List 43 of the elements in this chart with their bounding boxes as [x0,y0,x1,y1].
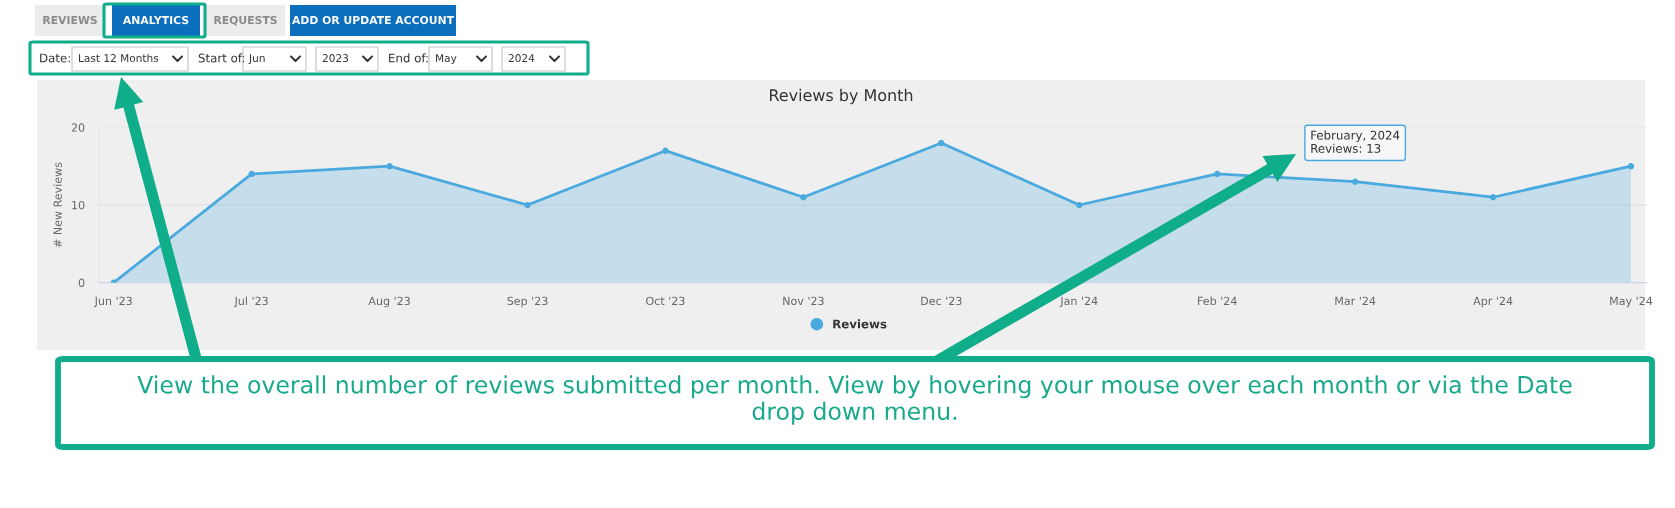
x-tick-label: Mar '24 [1335,296,1376,306]
text: End of: [389,53,428,63]
point [1214,170,1221,178]
y-tick-label: 20 [71,123,85,132]
x-tick-label: Feb '24 [1198,296,1237,306]
text: 2024 [508,54,535,63]
x-tick-label: Aug '23 [368,296,410,308]
point [386,163,393,170]
point [1627,163,1635,170]
chart-title: Reviews by Month [770,88,913,105]
legend-label: Reviews [833,319,887,329]
annotation: February, 2024 Reviews: 13 [1311,130,1400,153]
y-tick-label: 10 [72,200,85,210]
text: Last 12 Months [79,53,159,63]
y-axis-title: # New Reviews [53,162,62,248]
x-tick-label: Jul '23 [234,296,268,308]
point [662,147,669,154]
y-tick-label: 0 [78,278,85,287]
x-tick-label: Apr '24 [1473,296,1513,308]
point [800,194,807,201]
text: Date: [40,53,70,63]
point [1076,201,1083,209]
x-tick-label: May '24 [1610,296,1653,308]
point [938,139,945,147]
text: View the overall number of reviews submitted per month. View by hovering your mouse over each month or via the Date drop down menu. [137,375,1572,425]
x-tick-label: Dec '23 [921,296,962,306]
point [524,201,531,209]
text: ADD OR UPDATE ACCOUNT [292,15,454,25]
text: REQUESTS [214,15,277,26]
text: 2023 [322,54,349,63]
x-tick-label: Jun '23 [94,296,132,308]
text: Jun [248,54,265,65]
text: ANALYTICS [122,15,189,25]
text: May [436,54,457,65]
x-tick-label: Oct '23 [646,296,685,306]
x-tick-label: Jan '24 [1059,296,1098,308]
text: REVIEWS [43,15,97,25]
point [1352,178,1359,185]
point [1489,194,1497,201]
x-tick-label: Nov '23 [783,296,824,306]
x-tick-label: Sep '23 [507,296,548,308]
point [248,170,255,178]
text: Start of: [198,53,245,63]
